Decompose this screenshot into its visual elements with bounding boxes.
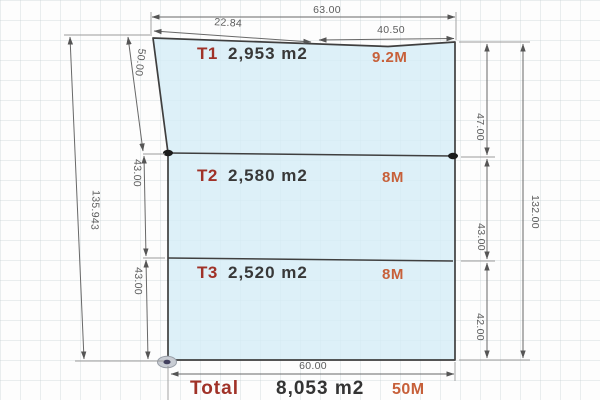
survey-marker-icon — [157, 355, 177, 369]
divider-t2-t3 — [167, 257, 454, 262]
dim-right-seg1: 47.00 — [474, 113, 486, 141]
vertex-dot-right — [448, 152, 458, 160]
total-row: Total 8,053 m2 50M — [190, 378, 425, 399]
parcel-t1-area: 2,953 m2 — [228, 44, 308, 63]
dim-left-outer: 135.943 — [88, 190, 101, 230]
dim-right-seg2: 43.00 — [475, 223, 487, 251]
extension-lines — [64, 12, 530, 400]
parcel-t1-id: T1 — [197, 44, 218, 63]
parcel-t3-id: T3 — [197, 263, 218, 282]
total-area: 8,053 m2 — [276, 378, 364, 399]
parcel-t1-price: 9.2M — [372, 49, 407, 66]
dimension-lines — [67, 14, 526, 377]
dim-bottom: 60.00 — [299, 360, 327, 372]
total-label: Total — [190, 378, 239, 399]
dim-left-seg2: 43.00 — [131, 159, 143, 187]
total-price: 50M — [392, 381, 425, 398]
divider-t1-t2 — [167, 152, 454, 157]
dimension-labels: 63.00 22.84 40.50 135.943 50.00 43.00 43… — [88, 4, 541, 372]
parcel-labels: T1 2,953 m2 9.2M T2 2,580 m2 8M T3 2,520… — [197, 44, 407, 283]
dim-top-seg1: 22.84 — [214, 16, 242, 30]
parcel-t2-id: T2 — [197, 166, 218, 185]
parcel-t2-area: 2,580 m2 — [228, 166, 308, 185]
parcel-t3-price: 8M — [382, 266, 404, 283]
dim-top-seg2: 40.50 — [377, 24, 405, 36]
dim-right-outer: 132.00 — [529, 195, 541, 229]
parcel-boundary-polygon — [152, 37, 456, 361]
dim-left-seg3: 43.00 — [132, 267, 144, 295]
parcel-t3-area: 2,520 m2 — [228, 263, 308, 282]
dim-top-total: 63.00 — [313, 4, 341, 16]
vertex-dot-left — [163, 149, 173, 157]
dim-left-seg1: 50.00 — [132, 48, 147, 77]
parcel-t2-price: 8M — [382, 169, 404, 186]
dim-right-seg3: 42.00 — [474, 313, 486, 341]
